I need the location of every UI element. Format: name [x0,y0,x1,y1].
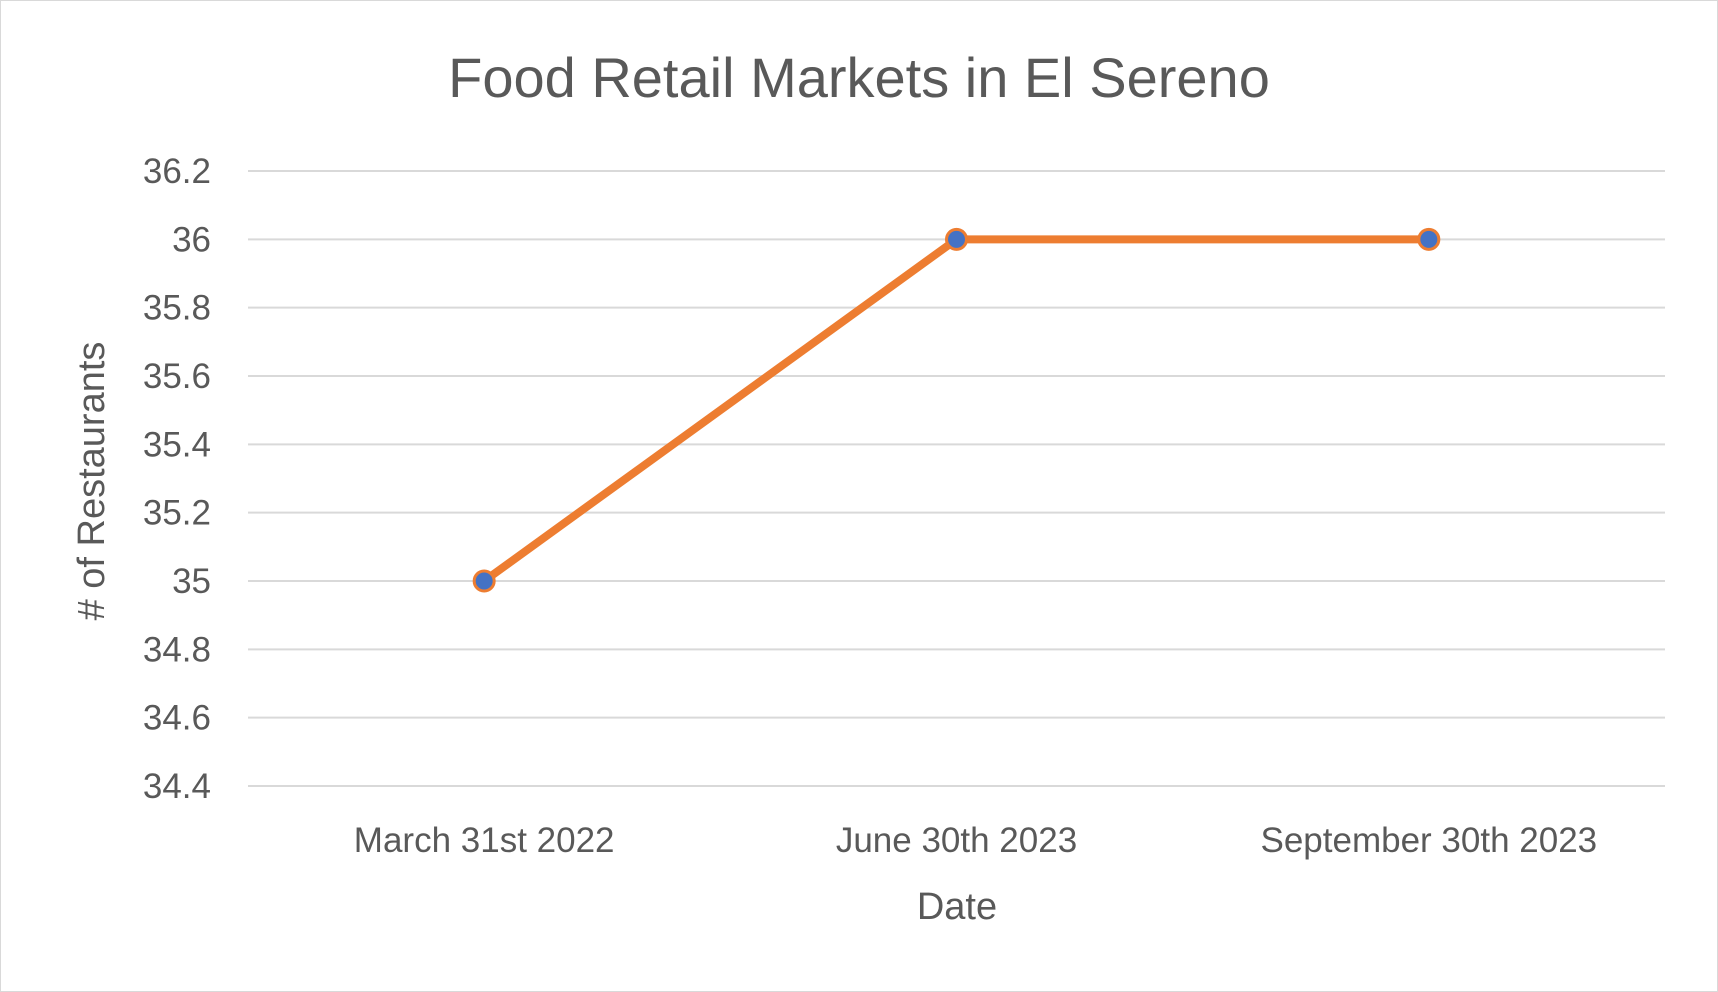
x-tick-label: March 31st 2022 [354,821,615,860]
y-tick-label: 35.2 [143,494,211,533]
x-axis-title: Date [917,886,997,928]
data-point [472,569,496,593]
y-tick-label: 35 [172,562,211,601]
y-axis-title: # of Restaurants [71,342,113,621]
y-tick-label: 35.4 [143,425,211,464]
y-tick-label: 36.2 [143,152,211,191]
y-axis-tick-labels: 36.2 36 35.8 35.6 35.4 35.2 35 34.8 34.6 34.4 [143,152,211,806]
y-tick-label: 35.6 [143,357,211,396]
chart-title: Food Retail Markets in El Sereno [448,46,1270,109]
y-tick-label: 36 [172,220,211,259]
x-tick-label: September 30th 2023 [1261,821,1598,860]
data-series [472,227,1441,593]
y-tick-label: 34.4 [143,767,211,806]
y-tick-label: 35.8 [143,289,211,328]
series-line [480,235,1433,585]
y-tick-label: 34.8 [143,630,211,669]
y-tick-label: 34.6 [143,699,211,738]
gridlines [248,170,1665,787]
x-axis-tick-labels: March 31st 2022 June 30th 2023 September 3… [354,821,1597,860]
data-point [1417,227,1441,251]
data-point [945,227,968,251]
x-tick-label: June 30th 2023 [836,821,1077,860]
